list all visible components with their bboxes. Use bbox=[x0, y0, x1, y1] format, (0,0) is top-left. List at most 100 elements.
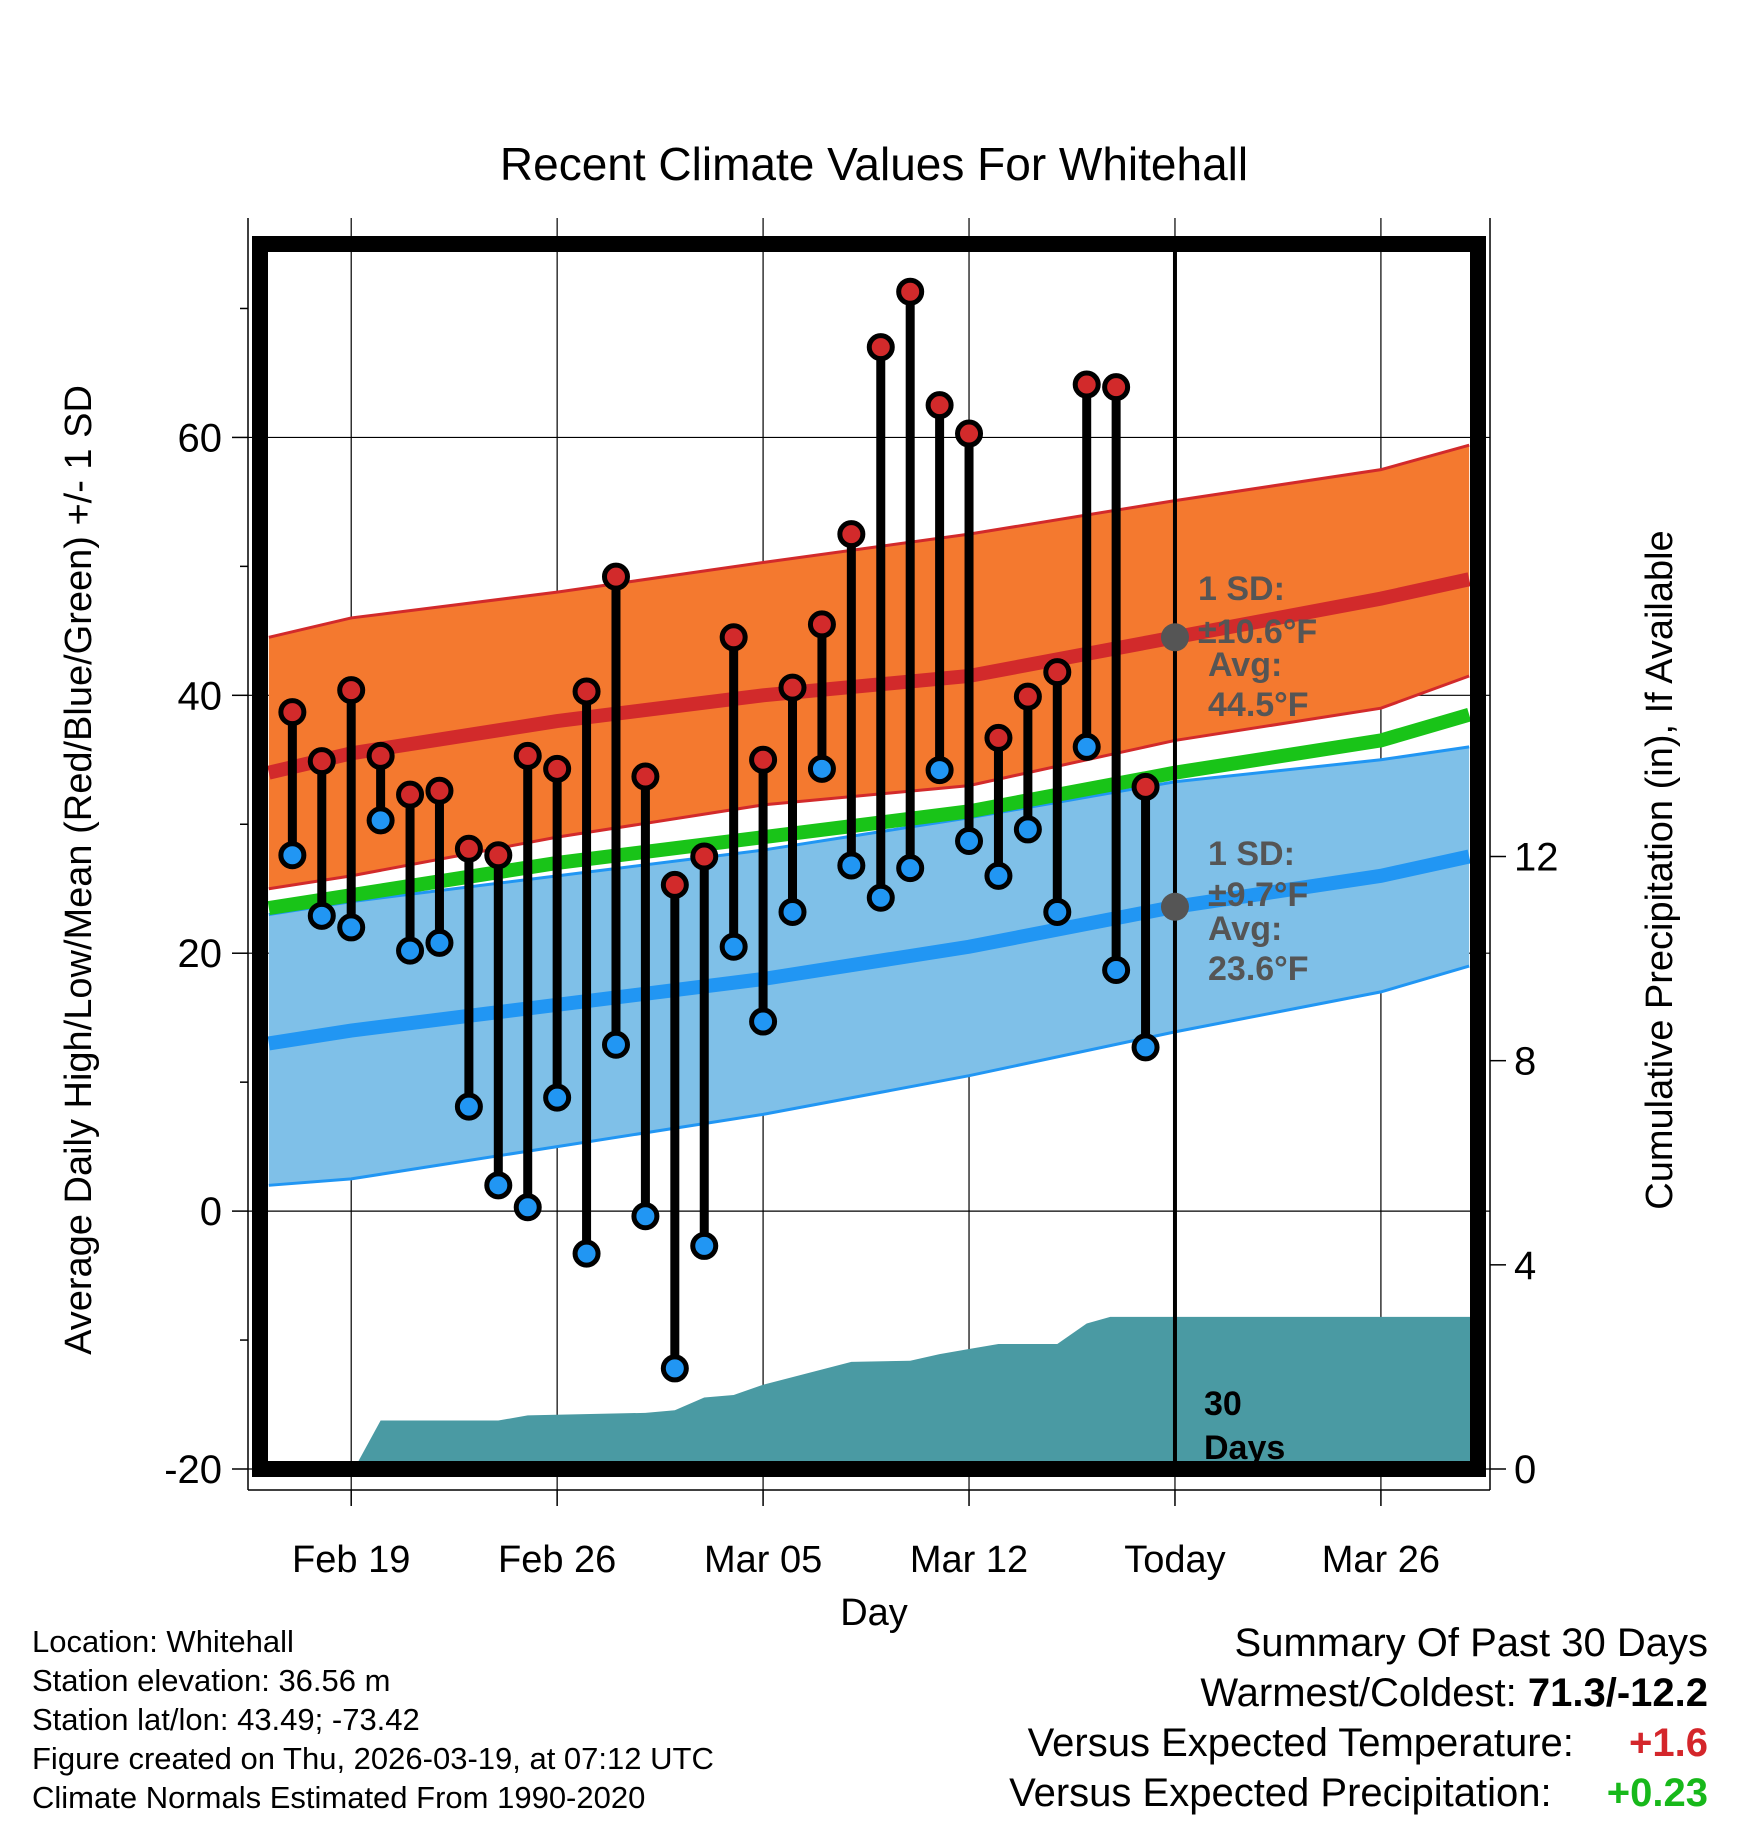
low-average-line bbox=[267, 849, 1471, 1051]
daily-high-point bbox=[1131, 772, 1160, 801]
daily-low-point bbox=[1013, 815, 1042, 844]
bottom-tick-label: Mar 12 bbox=[910, 1539, 1028, 1581]
daily-high-point bbox=[807, 610, 836, 639]
left-tick-label: 20 bbox=[178, 932, 223, 976]
precip-value: +0.23 bbox=[1606, 1771, 1708, 1815]
latlon-text: Station lat/lon: 43.49; -73.42 bbox=[32, 1702, 420, 1737]
low-sd-label: 1 SD: bbox=[1208, 835, 1295, 873]
daily-low-point bbox=[1043, 897, 1072, 926]
low-upper-sd-line bbox=[268, 745, 1470, 917]
bottom-tick-label: Mar 26 bbox=[1322, 1539, 1440, 1581]
mean-average-line bbox=[267, 707, 1472, 915]
daily-high-point bbox=[955, 419, 984, 448]
right-tick-label: 0 bbox=[1514, 1448, 1536, 1492]
daily-high-point bbox=[601, 562, 630, 591]
high-annotation: 1 SD: ±10.6°F Avg: 44.5°F bbox=[1198, 570, 1317, 724]
right-tick-label: 12 bbox=[1514, 836, 1559, 880]
high-avg-label: Avg: bbox=[1208, 646, 1282, 684]
low-annotation: 1 SD: ±9.7°F Avg: 23.6°F bbox=[1208, 835, 1309, 988]
station-info: Location: Whitehall Station elevation: 3… bbox=[32, 1622, 714, 1817]
daily-low-point bbox=[749, 1007, 778, 1036]
left-tick-label: 0 bbox=[200, 1190, 222, 1234]
daily-low-point bbox=[601, 1030, 630, 1059]
period-label: 30 Days bbox=[1204, 1385, 1285, 1467]
plot-border bbox=[252, 236, 1486, 1477]
daily-points bbox=[278, 277, 1160, 1383]
daily-high-point bbox=[454, 834, 483, 863]
warm-cold-row: Warmest/Coldest: 71.3/-12.2 bbox=[1009, 1668, 1708, 1718]
daily-high-point bbox=[1043, 658, 1072, 687]
daily-low-point bbox=[778, 897, 807, 926]
daily-high-point bbox=[866, 333, 895, 362]
daily-low-point bbox=[807, 754, 836, 783]
daily-high-point bbox=[396, 780, 425, 809]
daily-low-point bbox=[896, 854, 925, 883]
low-lower-sd-line bbox=[268, 964, 1470, 1187]
warm-cold-value: 71.3/-12.2 bbox=[1527, 1671, 1708, 1715]
daily-low-point bbox=[660, 1354, 689, 1383]
location-text: Location: Whitehall bbox=[32, 1624, 294, 1659]
precip-label: Versus Expected Precipitation: bbox=[1009, 1771, 1552, 1815]
precip-row: Versus Expected Precipitation: +0.23 bbox=[1009, 1768, 1708, 1818]
daily-high-point bbox=[984, 723, 1013, 752]
daily-high-point bbox=[1102, 373, 1131, 402]
daily-low-point bbox=[1102, 955, 1131, 984]
daily-low-point bbox=[307, 901, 336, 930]
daily-high-point bbox=[719, 623, 748, 652]
bottom-tick-label: Today bbox=[1124, 1539, 1225, 1581]
daily-high-point bbox=[925, 391, 954, 420]
left-tick-label: 40 bbox=[178, 674, 223, 718]
normals-text: Climate Normals Estimated From 1990-2020 bbox=[32, 1780, 646, 1815]
high-avg-value: 44.5°F bbox=[1208, 686, 1309, 724]
temp-value: +1.6 bbox=[1629, 1721, 1708, 1765]
daily-high-point bbox=[1013, 682, 1042, 711]
summary-heading: Summary Of Past 30 Days bbox=[1234, 1621, 1708, 1665]
daily-high-point bbox=[425, 776, 454, 805]
daily-high-point bbox=[1072, 370, 1101, 399]
bottom-tick-label: Feb 19 bbox=[292, 1539, 410, 1581]
daily-low-point bbox=[278, 841, 307, 870]
normal-bands bbox=[267, 443, 1472, 1187]
daily-low-point bbox=[1072, 732, 1101, 761]
daily-low-point bbox=[690, 1231, 719, 1260]
daily-high-point bbox=[572, 677, 601, 706]
left-tick-label: -20 bbox=[164, 1448, 222, 1492]
high-sd-band bbox=[268, 445, 1470, 889]
daily-low-point bbox=[925, 756, 954, 785]
precipitation-layer bbox=[260, 1316, 1478, 1469]
high-sd-label: 1 SD: bbox=[1198, 570, 1285, 608]
right-tick-label: 8 bbox=[1514, 1040, 1536, 1084]
high-sd-value: ±10.6°F bbox=[1198, 613, 1317, 651]
today-low-avg-marker bbox=[1160, 892, 1189, 921]
daily-low-point bbox=[396, 936, 425, 965]
today-high-avg-marker bbox=[1160, 623, 1189, 652]
daily-high-point bbox=[366, 741, 395, 770]
period-label-line2: Days bbox=[1204, 1429, 1285, 1467]
daily-low-point bbox=[719, 932, 748, 961]
bottom-tick-label: Mar 05 bbox=[704, 1539, 822, 1581]
created-text: Figure created on Thu, 2026-03-19, at 07… bbox=[32, 1741, 714, 1776]
bottom-tick-label: Feb 26 bbox=[498, 1539, 616, 1581]
daily-low-point bbox=[837, 851, 866, 880]
today-marker bbox=[1160, 244, 1189, 1469]
left-tick-label: 60 bbox=[178, 416, 223, 460]
y-axis-label-right: Cumulative Precipitation (in), If Availa… bbox=[1639, 530, 1681, 1209]
period-label-line1: 30 bbox=[1204, 1385, 1242, 1423]
daily-high-point bbox=[690, 842, 719, 871]
low-avg-value: 23.6°F bbox=[1208, 950, 1309, 988]
daily-low-point bbox=[631, 1202, 660, 1231]
low-avg-label: Avg: bbox=[1208, 910, 1282, 948]
daily-high-point bbox=[278, 698, 307, 727]
daily-low-point bbox=[572, 1239, 601, 1268]
high-lower-sd-line bbox=[268, 674, 1470, 891]
axes: -20 0 20 40 60 0 4 8 12 Feb 19 Feb 26 Mar 05 Mar 12 T… bbox=[164, 218, 1559, 1581]
daily-low-point bbox=[866, 883, 895, 912]
daily-low-point bbox=[1131, 1033, 1160, 1062]
daily-high-point bbox=[513, 741, 542, 770]
daily-low-point bbox=[337, 913, 366, 942]
low-sd-value: ±9.7°F bbox=[1208, 876, 1308, 914]
daily-range-bars bbox=[287, 291, 1151, 1369]
daily-high-point bbox=[749, 745, 778, 774]
daily-high-point bbox=[660, 870, 689, 899]
